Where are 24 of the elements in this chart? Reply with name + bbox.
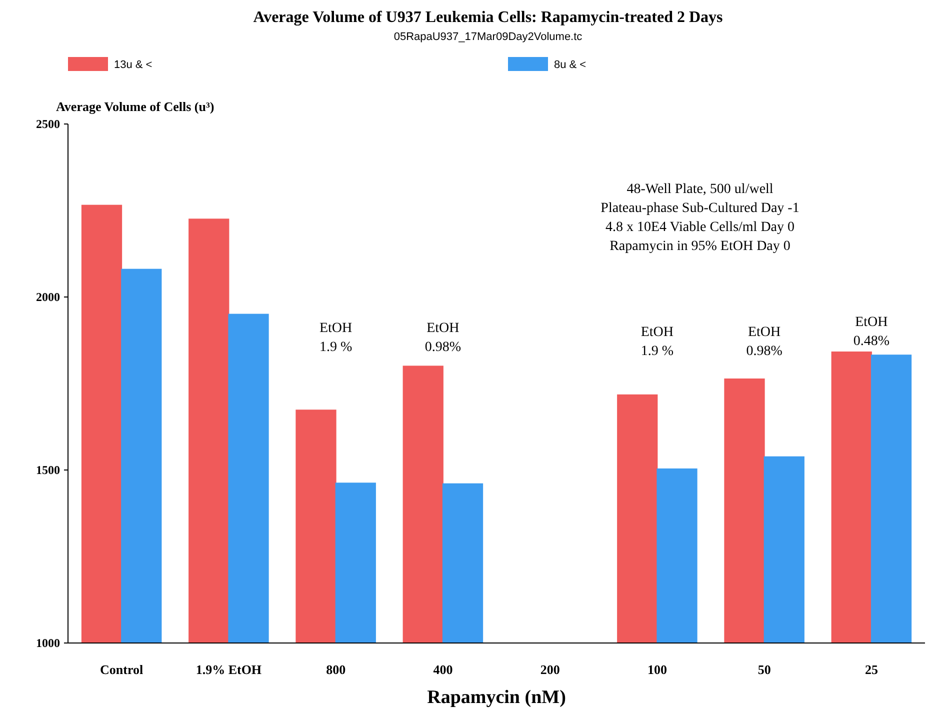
x-axis-title: Rapamycin (nM) <box>427 687 566 708</box>
x-tick-label: 100 <box>647 662 667 677</box>
y-axis-title: Average Volume of Cells (u³) <box>56 99 214 114</box>
x-tick-label: 400 <box>433 662 453 677</box>
x-tick-label: 50 <box>758 662 771 677</box>
annotation: 48-Well Plate, 500 ul/well Plateau-phase Sub-Cultured Day -1 4.8 x 10E4 Viable Cells/ml Day 0 Rapamycin in 95% EtOH Day 0 <box>600 182 800 254</box>
y-tick-label: 1500 <box>36 463 60 477</box>
annotation: EtOH 0.98% <box>424 321 462 355</box>
y-tick-label: 2000 <box>36 290 60 304</box>
x-tick-label: Control <box>100 662 144 677</box>
x-tick-label: 25 <box>864 662 878 677</box>
annotation: EtOH 0.98% <box>746 325 783 359</box>
chart-subtitle: 05RapaU937_17Mar09Day2Volume.tc <box>394 31 583 43</box>
legend-label: 8u & < <box>554 59 586 71</box>
annotation: EtOH 1.9 % <box>640 325 674 359</box>
chart-title: Average Volume of U937 Leukemia Cells: Rapamycin-treated 2 Days <box>253 9 723 26</box>
legend-label: 13u & < <box>114 59 152 71</box>
y-tick-label: 2500 <box>36 117 60 131</box>
annotation: EtOH 1.9 % <box>319 321 352 355</box>
y-tick-label: 1000 <box>36 636 60 650</box>
annotation: EtOH 0.48% <box>853 315 890 349</box>
x-tick-label: 800 <box>326 662 346 677</box>
x-tick-label: 200 <box>540 662 560 677</box>
x-tick-label: 1.9% EtOH <box>196 662 262 677</box>
